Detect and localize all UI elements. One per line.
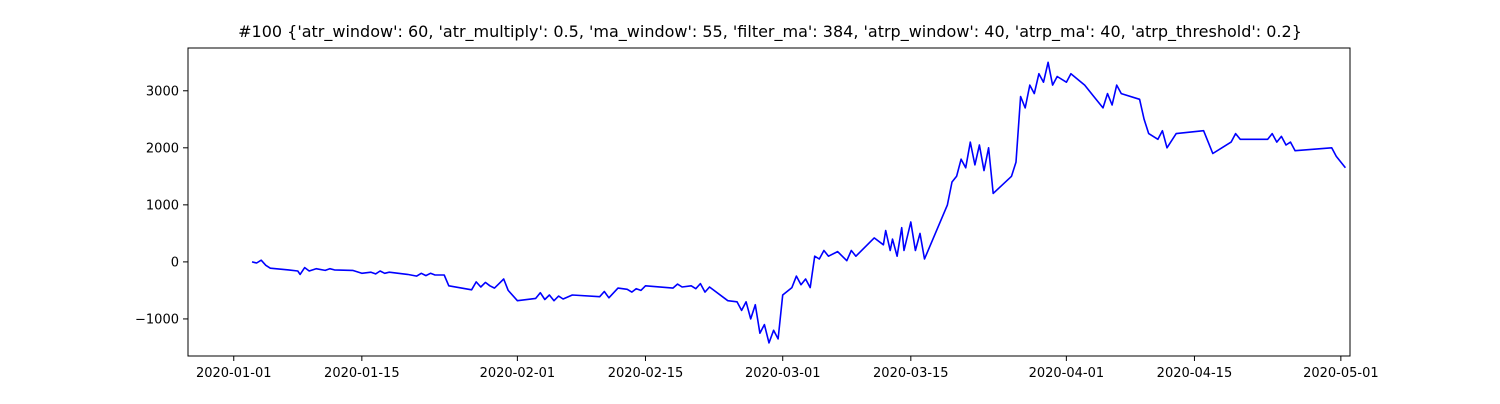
y-tick-label: 1000: [146, 198, 179, 213]
y-tick-label: 0: [171, 255, 179, 270]
y-tick-label: 3000: [146, 84, 179, 99]
x-tick-label: 2020-01-01: [196, 366, 272, 381]
x-tick-label: 2020-03-15: [873, 366, 949, 381]
plot-frame: [187, 47, 1351, 357]
x-tick-label: 2020-02-01: [480, 366, 556, 381]
y-tick-label: 2000: [146, 141, 179, 156]
x-tick-label: 2020-02-15: [608, 366, 684, 381]
y-axis: −1000 0 1000 2000 3000: [135, 84, 188, 327]
y-tick-label: −1000: [135, 312, 179, 327]
x-tick-label: 2020-01-15: [324, 366, 400, 381]
x-tick-label: 2020-05-01: [1303, 366, 1379, 381]
chart-title: #100 {'atr_window': 60, 'atr_multiply': …: [238, 22, 1302, 41]
series-line: [251, 61, 1347, 344]
x-axis: 2020-01-01 2020-01-15 2020-02-01 2020-02-15…: [196, 356, 1379, 381]
x-tick-label: 2020-04-15: [1157, 366, 1233, 381]
x-tick-label: 2020-04-01: [1029, 366, 1105, 381]
x-tick-label: 2020-03-01: [745, 366, 821, 381]
plot-area: [251, 61, 1347, 344]
